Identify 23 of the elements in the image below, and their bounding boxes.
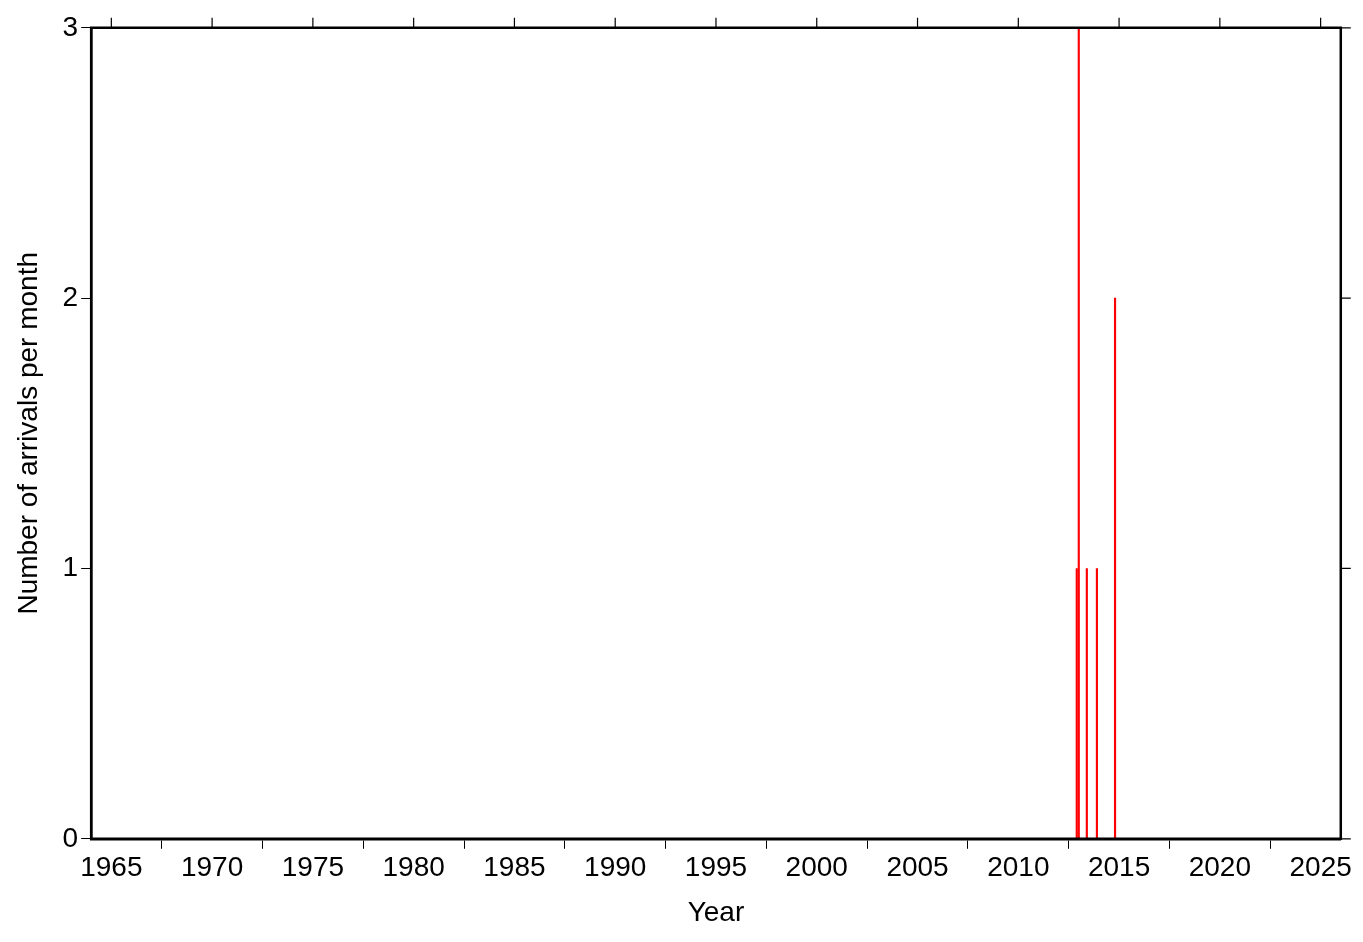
bar <box>1085 568 1088 839</box>
y-tick-label: 1 <box>62 551 79 583</box>
x-tick-label: 2000 <box>785 851 848 883</box>
x-tick-label: 1995 <box>684 851 748 883</box>
x-tick-label: 1970 <box>180 851 244 883</box>
x-tick-label: 1985 <box>483 851 546 883</box>
y-tick-label: 0 <box>62 821 79 853</box>
bar <box>1113 297 1117 839</box>
y-tick-label: 2 <box>62 280 79 312</box>
bar <box>1077 27 1080 839</box>
x-tick-label: 2005 <box>886 851 949 883</box>
x-tick-label: 1975 <box>281 851 345 883</box>
x-axis-title: Year <box>687 895 745 927</box>
x-tick-label: 2015 <box>1087 851 1151 883</box>
x-tick-label: 1965 <box>80 851 143 883</box>
x-tick-label: 1980 <box>382 851 445 883</box>
y-tick-label: 3 <box>62 10 79 42</box>
bar <box>1095 568 1098 839</box>
x-tick-label: 2025 <box>1289 851 1352 883</box>
x-tick-label: 2020 <box>1188 851 1251 883</box>
x-tick-label: 1990 <box>584 851 647 883</box>
x-tick-label: 2010 <box>987 851 1050 883</box>
y-axis-title: Number of arrivals per month <box>11 252 43 615</box>
